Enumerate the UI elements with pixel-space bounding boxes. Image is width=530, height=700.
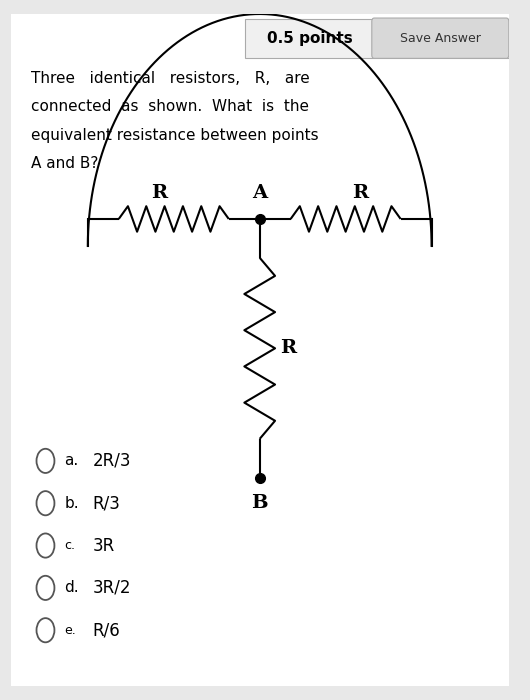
Text: 0.5 points: 0.5 points [267, 31, 352, 46]
Text: R: R [280, 340, 296, 357]
FancyBboxPatch shape [372, 18, 509, 58]
Text: Save Answer: Save Answer [400, 32, 481, 45]
Text: R/6: R/6 [93, 621, 120, 639]
Text: 3R/2: 3R/2 [93, 579, 131, 597]
FancyBboxPatch shape [6, 7, 514, 693]
Text: 2R/3: 2R/3 [93, 452, 131, 470]
Text: e.: e. [65, 624, 76, 637]
Text: equivalent resistance between points: equivalent resistance between points [31, 127, 318, 143]
Text: b.: b. [65, 496, 79, 511]
Text: connected  as  shown.  What  is  the: connected as shown. What is the [31, 99, 308, 114]
Text: a.: a. [65, 454, 78, 468]
Text: Three   identical   resistors,   R,   are: Three identical resistors, R, are [31, 71, 310, 86]
FancyBboxPatch shape [245, 19, 509, 57]
Text: B: B [251, 494, 268, 512]
Text: 3R: 3R [93, 537, 115, 554]
Text: R: R [352, 184, 369, 202]
Text: A: A [252, 184, 267, 202]
Text: d.: d. [65, 580, 79, 596]
Text: c.: c. [65, 539, 75, 552]
Text: R: R [151, 184, 167, 202]
Text: R/3: R/3 [93, 494, 121, 512]
Text: A and B?: A and B? [31, 156, 98, 171]
